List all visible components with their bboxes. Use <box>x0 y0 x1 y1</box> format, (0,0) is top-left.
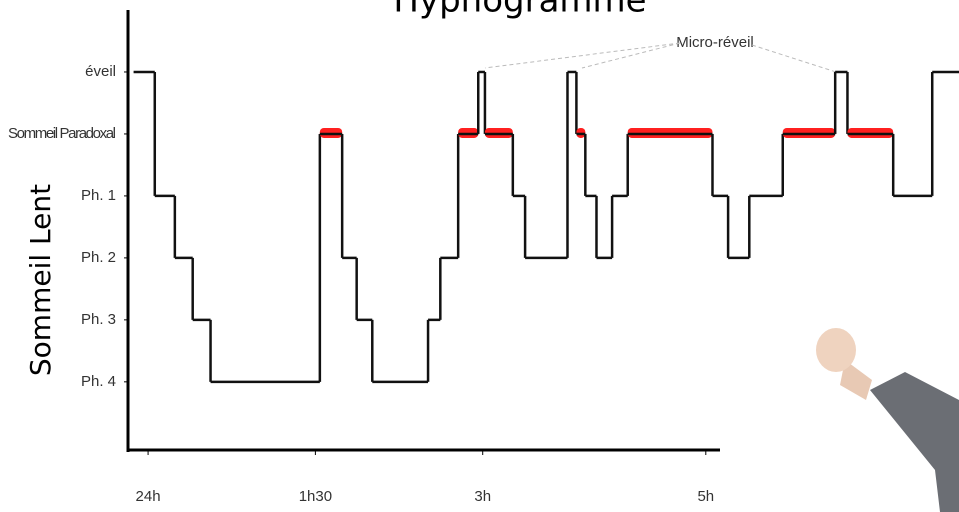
chart-title: Hypnogramme <box>393 0 646 21</box>
y-tick-label: Sommeil Paradoxal <box>8 125 116 142</box>
leader <box>752 45 836 72</box>
y-tick-label: Ph. 1 <box>81 187 116 204</box>
fist <box>816 328 856 372</box>
sleeve <box>870 372 959 512</box>
x-tick-label: 24h <box>136 488 161 505</box>
chart: Hypnogramme Sommeil Lent Micro-réveil év… <box>0 0 959 512</box>
annotation-leaders <box>485 43 836 72</box>
x-tick-label: 3h <box>474 488 491 505</box>
x-tick-label: 1h30 <box>299 488 332 505</box>
y-axis-label: Sommeil Lent <box>24 184 57 376</box>
y-tick-label: éveil <box>85 63 116 80</box>
x-tick-label: 5h <box>697 488 714 505</box>
y-tick-label: Ph. 2 <box>81 249 116 266</box>
y-tick-label: Ph. 4 <box>81 373 116 390</box>
y-tick-label: Ph. 3 <box>81 311 116 328</box>
decoration-arm <box>816 328 959 512</box>
leader <box>485 43 680 68</box>
annotation: Micro-réveil <box>676 34 754 51</box>
leader <box>582 43 680 68</box>
